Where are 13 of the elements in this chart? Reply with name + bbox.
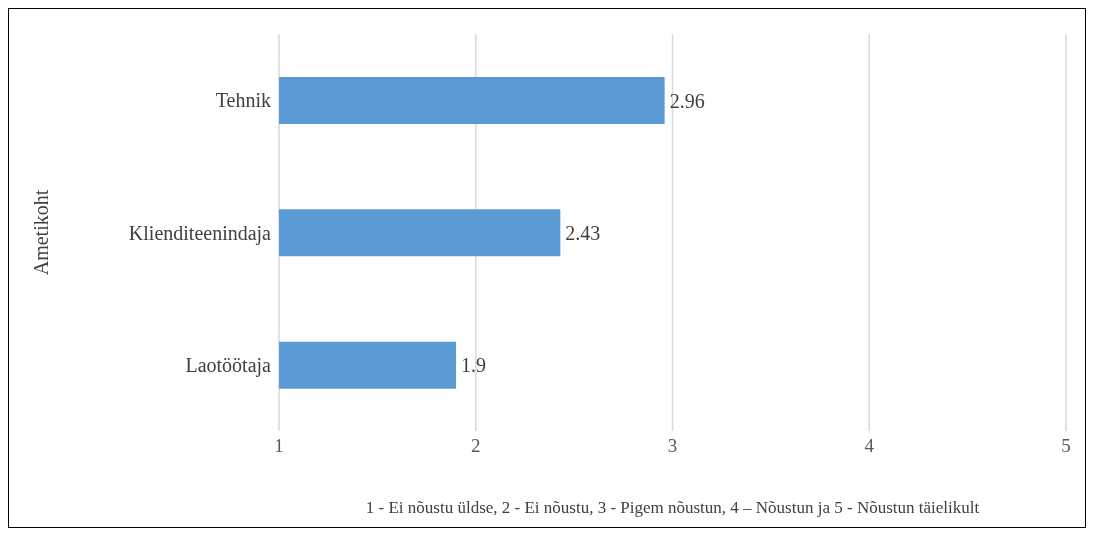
y-tick-label: Klienditeenindaja xyxy=(128,221,272,245)
data-label: 1.9 xyxy=(461,354,487,377)
y-axis-title: Ametikoht xyxy=(30,189,53,276)
y-tick-label: Tehnik xyxy=(215,89,271,112)
x-tick-label: 4 xyxy=(864,435,875,457)
x-tick-label: 5 xyxy=(1061,435,1071,457)
x-tick-label: 1 xyxy=(274,435,284,457)
x-tick-label: 3 xyxy=(667,435,678,457)
x-axis-title: 1 - Ei nõustu üldse, 2 - Ei nõustu, 3 - Pigem nõustun, 4 – Nõustun ja 5 - Nõustun täielikult xyxy=(365,498,980,517)
data-label: 2.96 xyxy=(669,89,705,112)
x-tick-label: 2 xyxy=(471,435,481,457)
y-tick-label: Laotöötaja xyxy=(185,353,272,377)
data-label: 2.43 xyxy=(565,221,601,244)
